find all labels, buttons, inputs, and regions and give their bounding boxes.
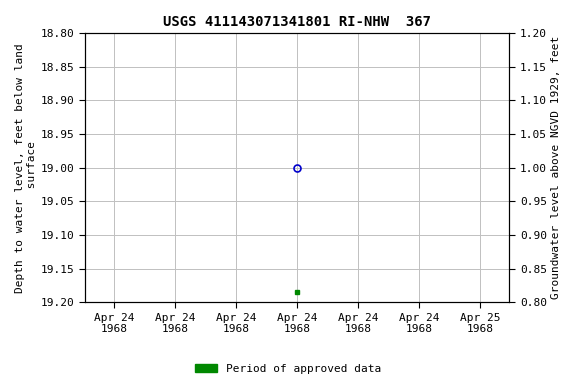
Y-axis label: Groundwater level above NGVD 1929, feet: Groundwater level above NGVD 1929, feet [551,36,561,299]
Legend: Period of approved data: Period of approved data [191,359,385,379]
Title: USGS 411143071341801 RI-NHW  367: USGS 411143071341801 RI-NHW 367 [163,15,431,29]
Y-axis label: Depth to water level, feet below land
 surface: Depth to water level, feet below land su… [15,43,37,293]
